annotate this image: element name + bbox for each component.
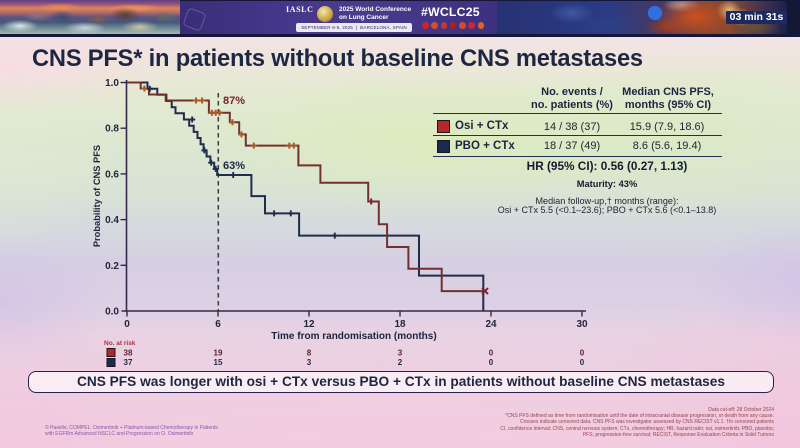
svg-text:38: 38 [124, 349, 133, 358]
svg-text:0.8: 0.8 [105, 124, 119, 135]
svg-text:8: 8 [307, 349, 312, 358]
svg-text:0.4: 0.4 [105, 215, 119, 226]
svg-text:0: 0 [580, 358, 585, 367]
svg-text:0: 0 [489, 358, 494, 367]
svg-text:18: 18 [394, 319, 406, 330]
svg-text:3: 3 [307, 358, 312, 367]
svg-text:12: 12 [303, 319, 315, 330]
svg-text:3: 3 [398, 349, 403, 358]
svg-text:1.0: 1.0 [105, 78, 119, 89]
svg-text:Probability of CNS PFS: Probability of CNS PFS [92, 145, 102, 247]
svg-text:37: 37 [124, 358, 133, 367]
svg-text:30: 30 [576, 319, 588, 330]
svg-text:15: 15 [214, 358, 223, 367]
svg-text:0.2: 0.2 [105, 261, 119, 272]
svg-text:0.0: 0.0 [105, 307, 119, 318]
svg-text:0: 0 [124, 319, 130, 330]
svg-text:0.6: 0.6 [105, 169, 119, 180]
svg-text:No. at risk: No. at risk [104, 340, 136, 347]
svg-text:19: 19 [214, 349, 223, 358]
svg-text:6: 6 [215, 319, 221, 330]
svg-text:2: 2 [398, 358, 403, 367]
svg-text:0: 0 [580, 349, 585, 358]
svg-text:24: 24 [485, 319, 497, 330]
svg-text:Time from randomisation (month: Time from randomisation (months) [271, 331, 436, 342]
svg-text:87%: 87% [223, 95, 245, 107]
svg-text:63%: 63% [223, 160, 245, 172]
svg-text:0: 0 [489, 349, 494, 358]
